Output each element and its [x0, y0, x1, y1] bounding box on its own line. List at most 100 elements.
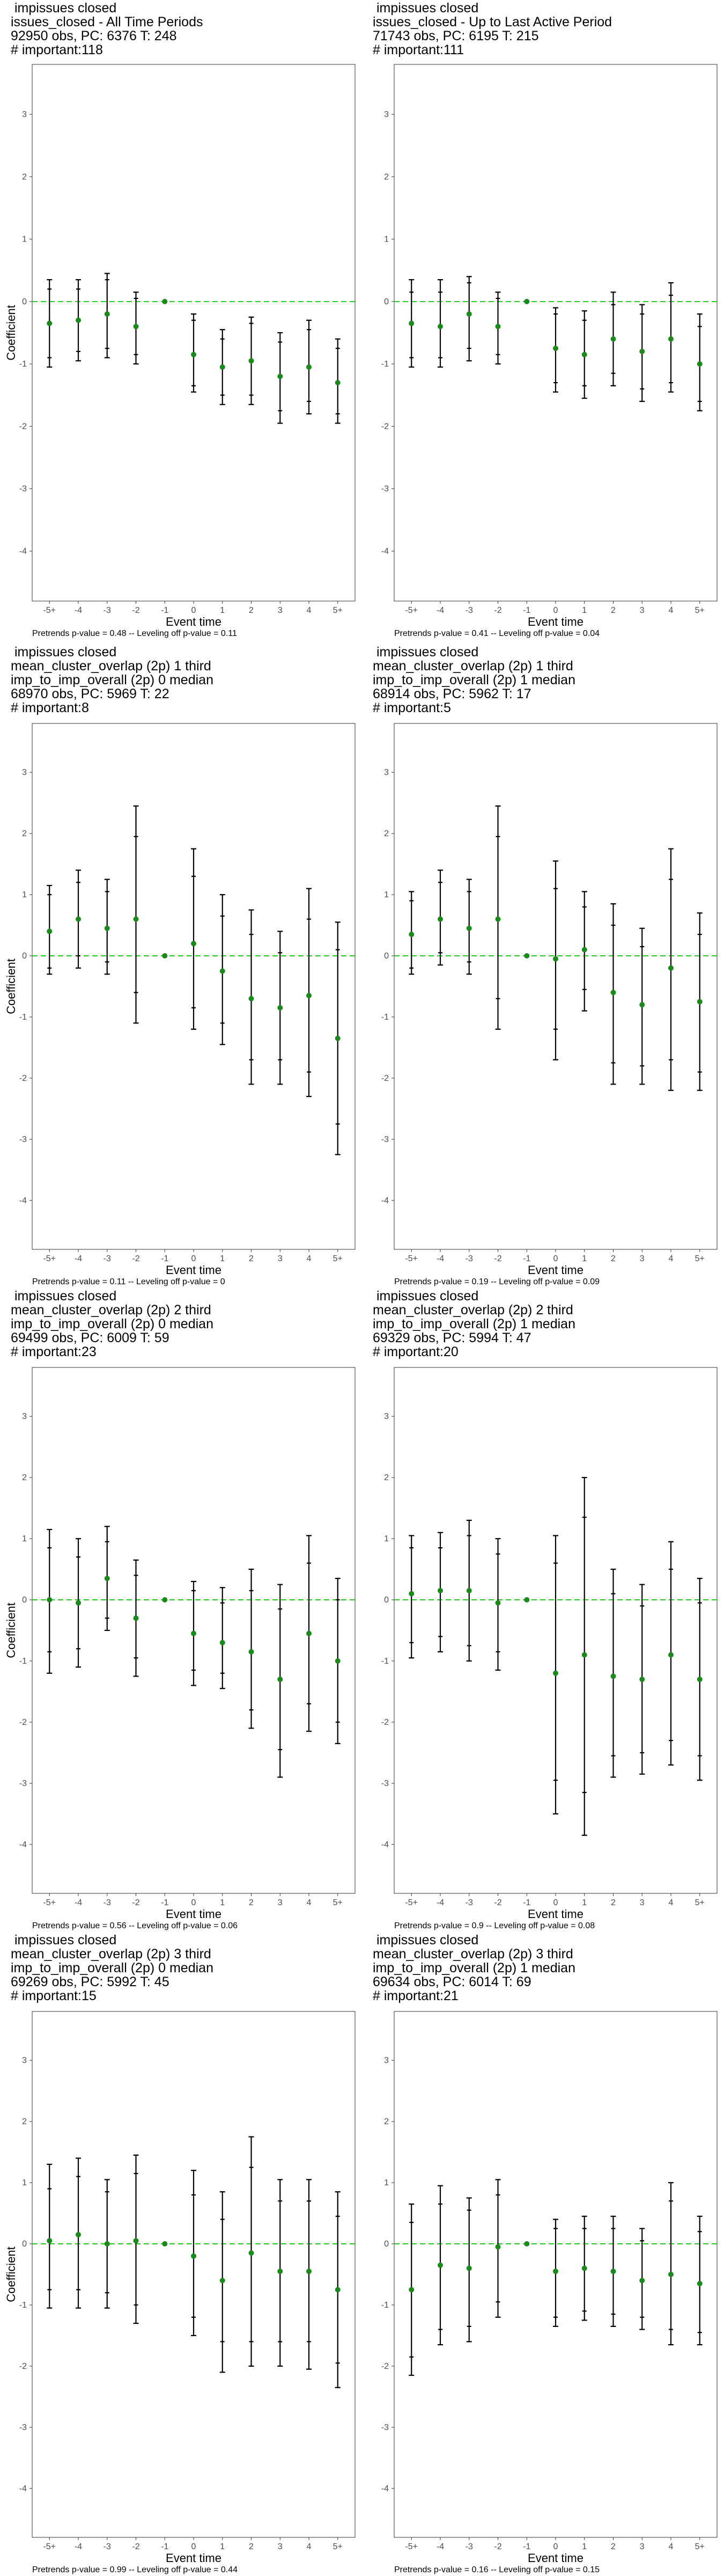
chart-title-line: issues_closed - Up to Last Active Period — [373, 14, 612, 30]
coefficient-point — [306, 2268, 312, 2274]
coefficient-point — [277, 1005, 283, 1011]
coefficient-point — [438, 324, 443, 330]
x-tick-label: -3 — [466, 606, 473, 615]
coefficient-point — [553, 346, 558, 352]
coefficient-point — [277, 374, 283, 379]
y-tick-label: -1 — [381, 1013, 389, 1022]
chart-title-line: mean_cluster_overlap (2p) 3 third — [11, 1946, 211, 1962]
coefficient-point — [306, 993, 312, 999]
chart-panel-6: impissues closed mean_cluster_overlap (2p… — [362, 1288, 724, 1932]
coefficient-point — [524, 2241, 530, 2247]
x-tick-label: -4 — [437, 1898, 444, 1907]
x-tick-label: 0 — [191, 1254, 196, 1263]
x-tick-label: 4 — [669, 1898, 674, 1907]
coefficient-point — [219, 1640, 225, 1645]
chart-title-line: 69499 obs, PC: 6009 T: 59 — [11, 1330, 169, 1345]
x-tick-label: -2 — [132, 606, 139, 615]
chart-title-line: mean_cluster_overlap (2p) 1 third — [373, 658, 573, 674]
coefficient-point — [495, 916, 501, 922]
x-tick-label: 4 — [669, 606, 674, 615]
y-tick-label: -4 — [19, 2484, 27, 2493]
coefficient-point — [553, 1670, 558, 1676]
chart-svg: -4 -3 -2 -1 0 1 2 3 -5+ -4 -3 -2 -1 0 1 2 3 4 5+ Event time… — [4, 1367, 356, 1921]
x-tick-label: 3 — [640, 1898, 645, 1907]
y-tick-label: -3 — [381, 2423, 389, 2432]
y-tick-label: 1 — [22, 235, 27, 244]
y-tick-label: -3 — [19, 485, 27, 494]
x-tick-label: 3 — [640, 2542, 645, 2551]
coefficient-point — [191, 2253, 196, 2259]
y-tick-label: 2 — [22, 1473, 27, 1482]
y-tick-label: -1 — [19, 1657, 27, 1666]
chart-svg: -4 -3 -2 -1 0 1 2 3 -5+ -4 -3 -2 -1 0 1 2 3 4 5+ Event time — [381, 723, 718, 1277]
y-tick-label: 0 — [22, 952, 27, 961]
coefficient-point — [639, 348, 645, 354]
coefficient-point — [610, 2268, 616, 2274]
coefficient-point — [133, 2238, 139, 2244]
x-tick-label: -4 — [437, 2542, 444, 2551]
y-tick-label: 0 — [384, 2240, 389, 2249]
x-tick-label: 3 — [278, 1254, 283, 1263]
y-tick-label: -2 — [19, 1074, 27, 1083]
x-tick-label: 2 — [249, 2542, 254, 2551]
chart-panel-8: impissues closed mean_cluster_overlap (2p… — [362, 1932, 724, 2576]
x-tick-label: 2 — [249, 1254, 254, 1263]
coefficient-point — [133, 1615, 139, 1621]
chart-title-line: 69329 obs, PC: 5994 T: 47 — [373, 1330, 531, 1345]
coefficient-point — [76, 1600, 81, 1606]
x-tick-label: -5+ — [405, 1254, 418, 1263]
x-tick-label: 0 — [191, 606, 196, 615]
x-tick-label: 5+ — [695, 606, 705, 615]
chart-title-line: imp_to_imp_overall (2p) 0 median — [11, 672, 213, 687]
chart-svg: -4 -3 -2 -1 0 1 2 3 -5+ -4 -3 -2 -1 0 1 2 3 4 5+ Event time — [381, 2011, 718, 2565]
y-tick-label: -2 — [19, 2362, 27, 2371]
chart-title-line: 68914 obs, PC: 5962 T: 17 — [373, 686, 531, 701]
x-tick-label: -3 — [104, 606, 111, 615]
coefficient-point — [306, 364, 312, 370]
chart-title-line: # important:23 — [11, 1344, 97, 1359]
y-tick-label: -3 — [19, 2423, 27, 2432]
y-tick-label: -2 — [19, 1718, 27, 1727]
chart-title: impissues closed mean_cluster_overlap (2p… — [373, 645, 575, 715]
y-tick-label: -3 — [19, 1135, 27, 1144]
coefficient-point — [76, 2231, 81, 2237]
x-tick-label: -3 — [104, 2542, 111, 2551]
pvalue-footer: Pretrends p-value = 0.11 -- Leveling off… — [32, 1277, 225, 1286]
chart-svg: -4 -3 -2 -1 0 1 2 3 -5+ -4 -3 -2 -1 0 1 2 3 4 5+ Event time… — [4, 64, 356, 628]
x-tick-label: -2 — [132, 1898, 139, 1907]
chart-title-line: impissues closed — [373, 1, 479, 16]
x-tick-label: -2 — [494, 2542, 501, 2551]
x-tick-label: -3 — [104, 1254, 111, 1263]
coefficient-point — [104, 925, 110, 931]
chart-title: impissues closed mean_cluster_overlap (2p… — [11, 1289, 213, 1359]
coefficient-point — [162, 1597, 168, 1603]
chart-title-line: impissues closed — [11, 1933, 117, 1948]
coefficient-point — [47, 928, 53, 934]
x-axis-label: Event time — [528, 1907, 583, 1921]
x-tick-label: -1 — [523, 606, 530, 615]
x-tick-label: 4 — [669, 2542, 674, 2551]
y-tick-label: 0 — [384, 952, 389, 961]
chart-title: impissues closed mean_cluster_overlap (2p… — [11, 1933, 213, 2003]
coefficient-point — [495, 2244, 501, 2250]
chart-title-line: imp_to_imp_overall (2p) 1 median — [373, 672, 575, 687]
coefficient-point — [466, 925, 472, 931]
coefficient-point — [277, 1677, 283, 1682]
chart-title-line: imp_to_imp_overall (2p) 1 median — [373, 1316, 575, 1331]
y-tick-label: -1 — [381, 2301, 389, 2310]
x-axis-label: Event time — [528, 615, 583, 628]
x-tick-label: -2 — [494, 1254, 501, 1263]
x-axis-label: Event time — [528, 2551, 583, 2565]
coefficient-point — [162, 2241, 168, 2247]
chart-title-line: # important:111 — [373, 42, 464, 57]
x-tick-label: 2 — [611, 1898, 616, 1907]
pvalue-footer: Pretrends p-value = 0.56 -- Leveling off… — [32, 1921, 238, 1930]
x-tick-label: 0 — [191, 1898, 196, 1907]
chart-title-line: 71743 obs, PC: 6195 T: 215 — [373, 28, 539, 43]
chart-title-line: 92950 obs, PC: 6376 T: 248 — [11, 28, 177, 43]
y-tick-label: 3 — [22, 2056, 27, 2065]
x-tick-label: -5+ — [405, 2542, 418, 2551]
coefficient-point — [409, 1591, 415, 1597]
y-tick-label: 2 — [384, 829, 389, 838]
coefficient-point — [668, 2272, 674, 2277]
